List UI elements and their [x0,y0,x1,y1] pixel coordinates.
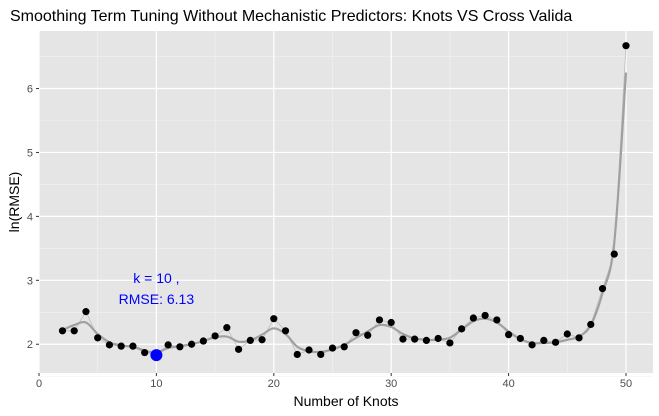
data-point [105,341,114,349]
data-point [598,285,607,293]
x-tick-label: 0 [36,378,42,390]
y-tick-label: 5 [27,147,33,159]
data-point [94,334,102,342]
data-point [117,342,125,350]
data-point [399,335,407,343]
data-point [622,42,630,50]
data-point [293,350,301,359]
data-point [528,341,536,349]
data-point [270,315,278,323]
x-tick-label: 40 [502,378,514,390]
data-point [82,308,90,316]
data-point [328,344,337,352]
data-point [493,316,501,324]
data-point [446,339,454,347]
data-point [129,342,137,350]
data-point [364,331,372,339]
data-point [176,343,184,351]
data-point [504,331,513,339]
x-axis-title: Number of Knots [293,393,398,409]
y-tick-label: 3 [27,275,33,287]
y-axis: 2 3 4 5 6 [27,84,39,351]
data-point [317,350,325,359]
y-tick-label: 6 [27,84,33,96]
data-point [234,345,243,353]
x-tick-label: 50 [620,378,632,390]
data-point [469,314,477,322]
annotation-rmse: RMSE: 6.13 [119,291,195,307]
data-point [281,327,290,335]
data-point [258,336,266,344]
data-point [141,348,149,357]
data-point [587,320,595,329]
data-point [481,311,489,320]
chart-title: Smoothing Term Tuning Without Mechanisti… [10,8,572,25]
data-point [411,335,419,343]
highlight-point [150,349,163,362]
x-tick-label: 20 [268,378,280,390]
data-point [246,336,254,344]
x-axis: 0 10 20 30 40 50 [36,373,632,390]
annotation-k: k = 10 , [133,270,179,286]
data-point [58,327,67,335]
data-point [516,334,524,343]
data-point [305,346,313,354]
data-point [387,318,395,327]
data-point [188,340,196,348]
y-axis-title: ln(RMSE) [6,172,22,233]
data-point [164,341,172,349]
data-point [211,332,219,340]
data-point [575,334,583,342]
data-point [70,327,78,335]
data-point [434,334,442,343]
x-tick-label: 10 [150,378,162,390]
data-point [340,343,348,351]
data-point [422,336,431,344]
data-point [610,250,618,258]
data-point [563,330,571,338]
y-tick-label: 4 [27,211,33,223]
data-point [458,325,466,333]
data-point [375,316,384,324]
data-point [223,324,231,332]
y-tick-label: 2 [27,339,33,351]
data-point [551,338,560,346]
plot-panel [39,31,653,373]
data-point [199,337,207,345]
x-tick-label: 30 [385,378,397,390]
data-point [540,336,548,344]
data-point [352,329,360,337]
